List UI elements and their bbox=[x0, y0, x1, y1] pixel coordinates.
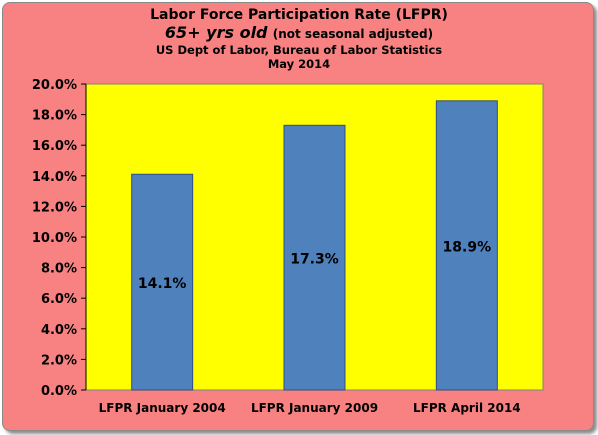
y-tick-label: 4.0% bbox=[41, 323, 77, 338]
chart-title-line2: 65+ yrs old (not seasonal adjusted) bbox=[0, 24, 598, 43]
y-tick-label: 10.0% bbox=[32, 231, 77, 246]
chart-title: Labor Force Participation Rate (LFPR) bbox=[150, 7, 448, 23]
chart-date: May 2014 bbox=[267, 57, 331, 71]
y-tick-label: 18.0% bbox=[32, 109, 77, 124]
bar bbox=[131, 173, 194, 391]
category-label: LFPR April 2014 bbox=[413, 401, 521, 415]
y-tick-label: 0.0% bbox=[41, 384, 77, 399]
category-label: LFPR January 2004 bbox=[99, 401, 226, 415]
category-label: LFPR January 2009 bbox=[251, 401, 378, 415]
data-label: 17.3% bbox=[290, 252, 339, 268]
y-tick-label: 20.0% bbox=[32, 78, 77, 93]
data-label: 18.9% bbox=[443, 239, 492, 255]
y-axis-ticks: 0.0% 2.0% 4.0% 6.0% 8.0% 10.0% 12.0% 14.0% 16.0%… bbox=[32, 78, 87, 399]
chart-subtitle: US Dept of Labor, Bureau of Labor Statis… bbox=[155, 43, 443, 57]
chart-titles: Labor Force Participation Rate (LFPR) 65… bbox=[0, 7, 598, 71]
data-label: 14.1% bbox=[138, 276, 187, 292]
y-tick-label: 12.0% bbox=[32, 200, 77, 215]
bar bbox=[283, 124, 346, 391]
y-tick-label: 14.0% bbox=[32, 170, 77, 185]
bars bbox=[131, 100, 498, 391]
y-tick-label: 2.0% bbox=[41, 353, 77, 368]
adjustment-note: (not seasonal adjusted) bbox=[272, 27, 434, 41]
labels: 14.1% LFPR January 2004 17.3% LFPR January … bbox=[99, 239, 521, 415]
bar bbox=[435, 100, 498, 391]
y-tick-label: 8.0% bbox=[41, 262, 77, 277]
y-tick-label: 6.0% bbox=[41, 292, 77, 307]
y-tick-label: 16.0% bbox=[32, 139, 77, 154]
age-group-label: 65+ yrs old bbox=[164, 23, 268, 42]
